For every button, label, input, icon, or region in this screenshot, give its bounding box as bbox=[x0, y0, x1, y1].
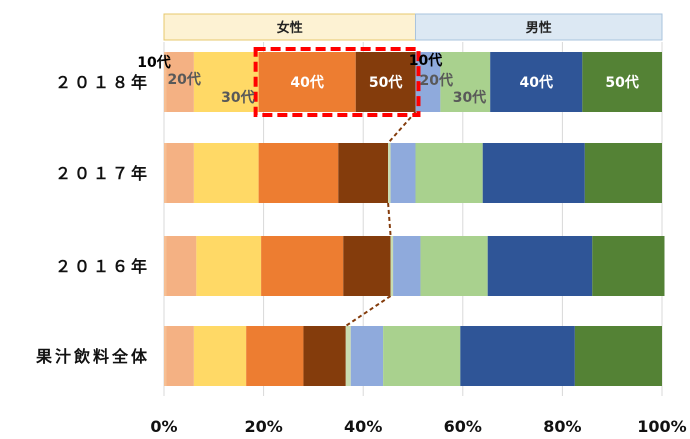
bar-segment bbox=[350, 326, 384, 386]
segment-label: 20代 bbox=[167, 71, 200, 88]
group-header-box bbox=[163, 13, 416, 41]
bar-segment bbox=[258, 52, 356, 112]
group-header-box bbox=[414, 13, 663, 41]
x-tick-label: 80% bbox=[543, 417, 581, 436]
x-tick-label: 60% bbox=[444, 417, 482, 436]
x-tick-label: 40% bbox=[344, 417, 382, 436]
bar-segment bbox=[164, 326, 167, 386]
row-label: ２０１６年 bbox=[55, 257, 150, 276]
row-label: ２０１８年 bbox=[55, 73, 150, 92]
bar-segment bbox=[193, 326, 247, 386]
bar-segment bbox=[166, 236, 197, 296]
bar-segment bbox=[258, 143, 339, 203]
segment-label: 30代 bbox=[221, 89, 254, 106]
row-label: ２０１７年 bbox=[55, 164, 150, 183]
bar-segment bbox=[355, 52, 416, 112]
group-header-label: 男性 bbox=[526, 20, 552, 36]
bar-segment bbox=[482, 143, 585, 203]
bar-segment bbox=[164, 236, 167, 296]
connector-line bbox=[345, 295, 392, 327]
segment-label: 50代 bbox=[605, 74, 638, 91]
segment-label: 20代 bbox=[419, 72, 452, 89]
connector-layer bbox=[253, 47, 421, 327]
bar-segment bbox=[166, 52, 194, 112]
bar-segment bbox=[193, 52, 259, 112]
bar-segment bbox=[415, 143, 483, 203]
bar-segment bbox=[460, 326, 575, 386]
bar-segment bbox=[383, 326, 461, 386]
segment-label: 10代 bbox=[137, 54, 170, 71]
bar-segment bbox=[487, 236, 593, 296]
bar-segment bbox=[420, 236, 488, 296]
row-label: 果汁飲料全体 bbox=[35, 347, 150, 366]
connector-line bbox=[387, 202, 392, 237]
bar-segment bbox=[164, 52, 167, 112]
group-header-label: 女性 bbox=[277, 20, 303, 36]
bar-segment bbox=[592, 236, 665, 296]
bar-segment bbox=[166, 326, 194, 386]
bar-segment bbox=[388, 143, 391, 203]
bar-segment bbox=[582, 52, 662, 112]
x-tick-label: 20% bbox=[244, 417, 282, 436]
x-tick-label: 0% bbox=[150, 417, 177, 436]
bar-segment bbox=[574, 326, 662, 386]
bar-segment bbox=[393, 236, 421, 296]
bar-segment bbox=[338, 143, 389, 203]
group-headers: 女性 男性 bbox=[163, 13, 663, 41]
bar-segment bbox=[490, 52, 583, 112]
bar-segment bbox=[166, 143, 194, 203]
bar-segment bbox=[193, 143, 259, 203]
segment-label: 30代 bbox=[453, 89, 486, 106]
bar-segment bbox=[390, 236, 394, 296]
segment-label: 10代 bbox=[409, 52, 442, 69]
bar-segment bbox=[440, 52, 491, 112]
bar-segment bbox=[246, 326, 304, 386]
x-tick-label: 100% bbox=[637, 417, 686, 436]
bar-segment bbox=[584, 143, 662, 203]
bar-segment bbox=[390, 143, 416, 203]
segment-label: 50代 bbox=[369, 74, 402, 91]
bar-segment bbox=[343, 236, 391, 296]
segment-label: 40代 bbox=[290, 74, 323, 91]
bar-segment bbox=[345, 326, 351, 386]
bar-segment bbox=[261, 236, 344, 296]
bar-layer bbox=[164, 52, 665, 386]
bar-segment bbox=[303, 326, 346, 386]
highlight-box bbox=[253, 47, 421, 117]
segment-label: 40代 bbox=[520, 74, 553, 91]
bar-segment bbox=[164, 143, 167, 203]
bar-segment bbox=[196, 236, 262, 296]
